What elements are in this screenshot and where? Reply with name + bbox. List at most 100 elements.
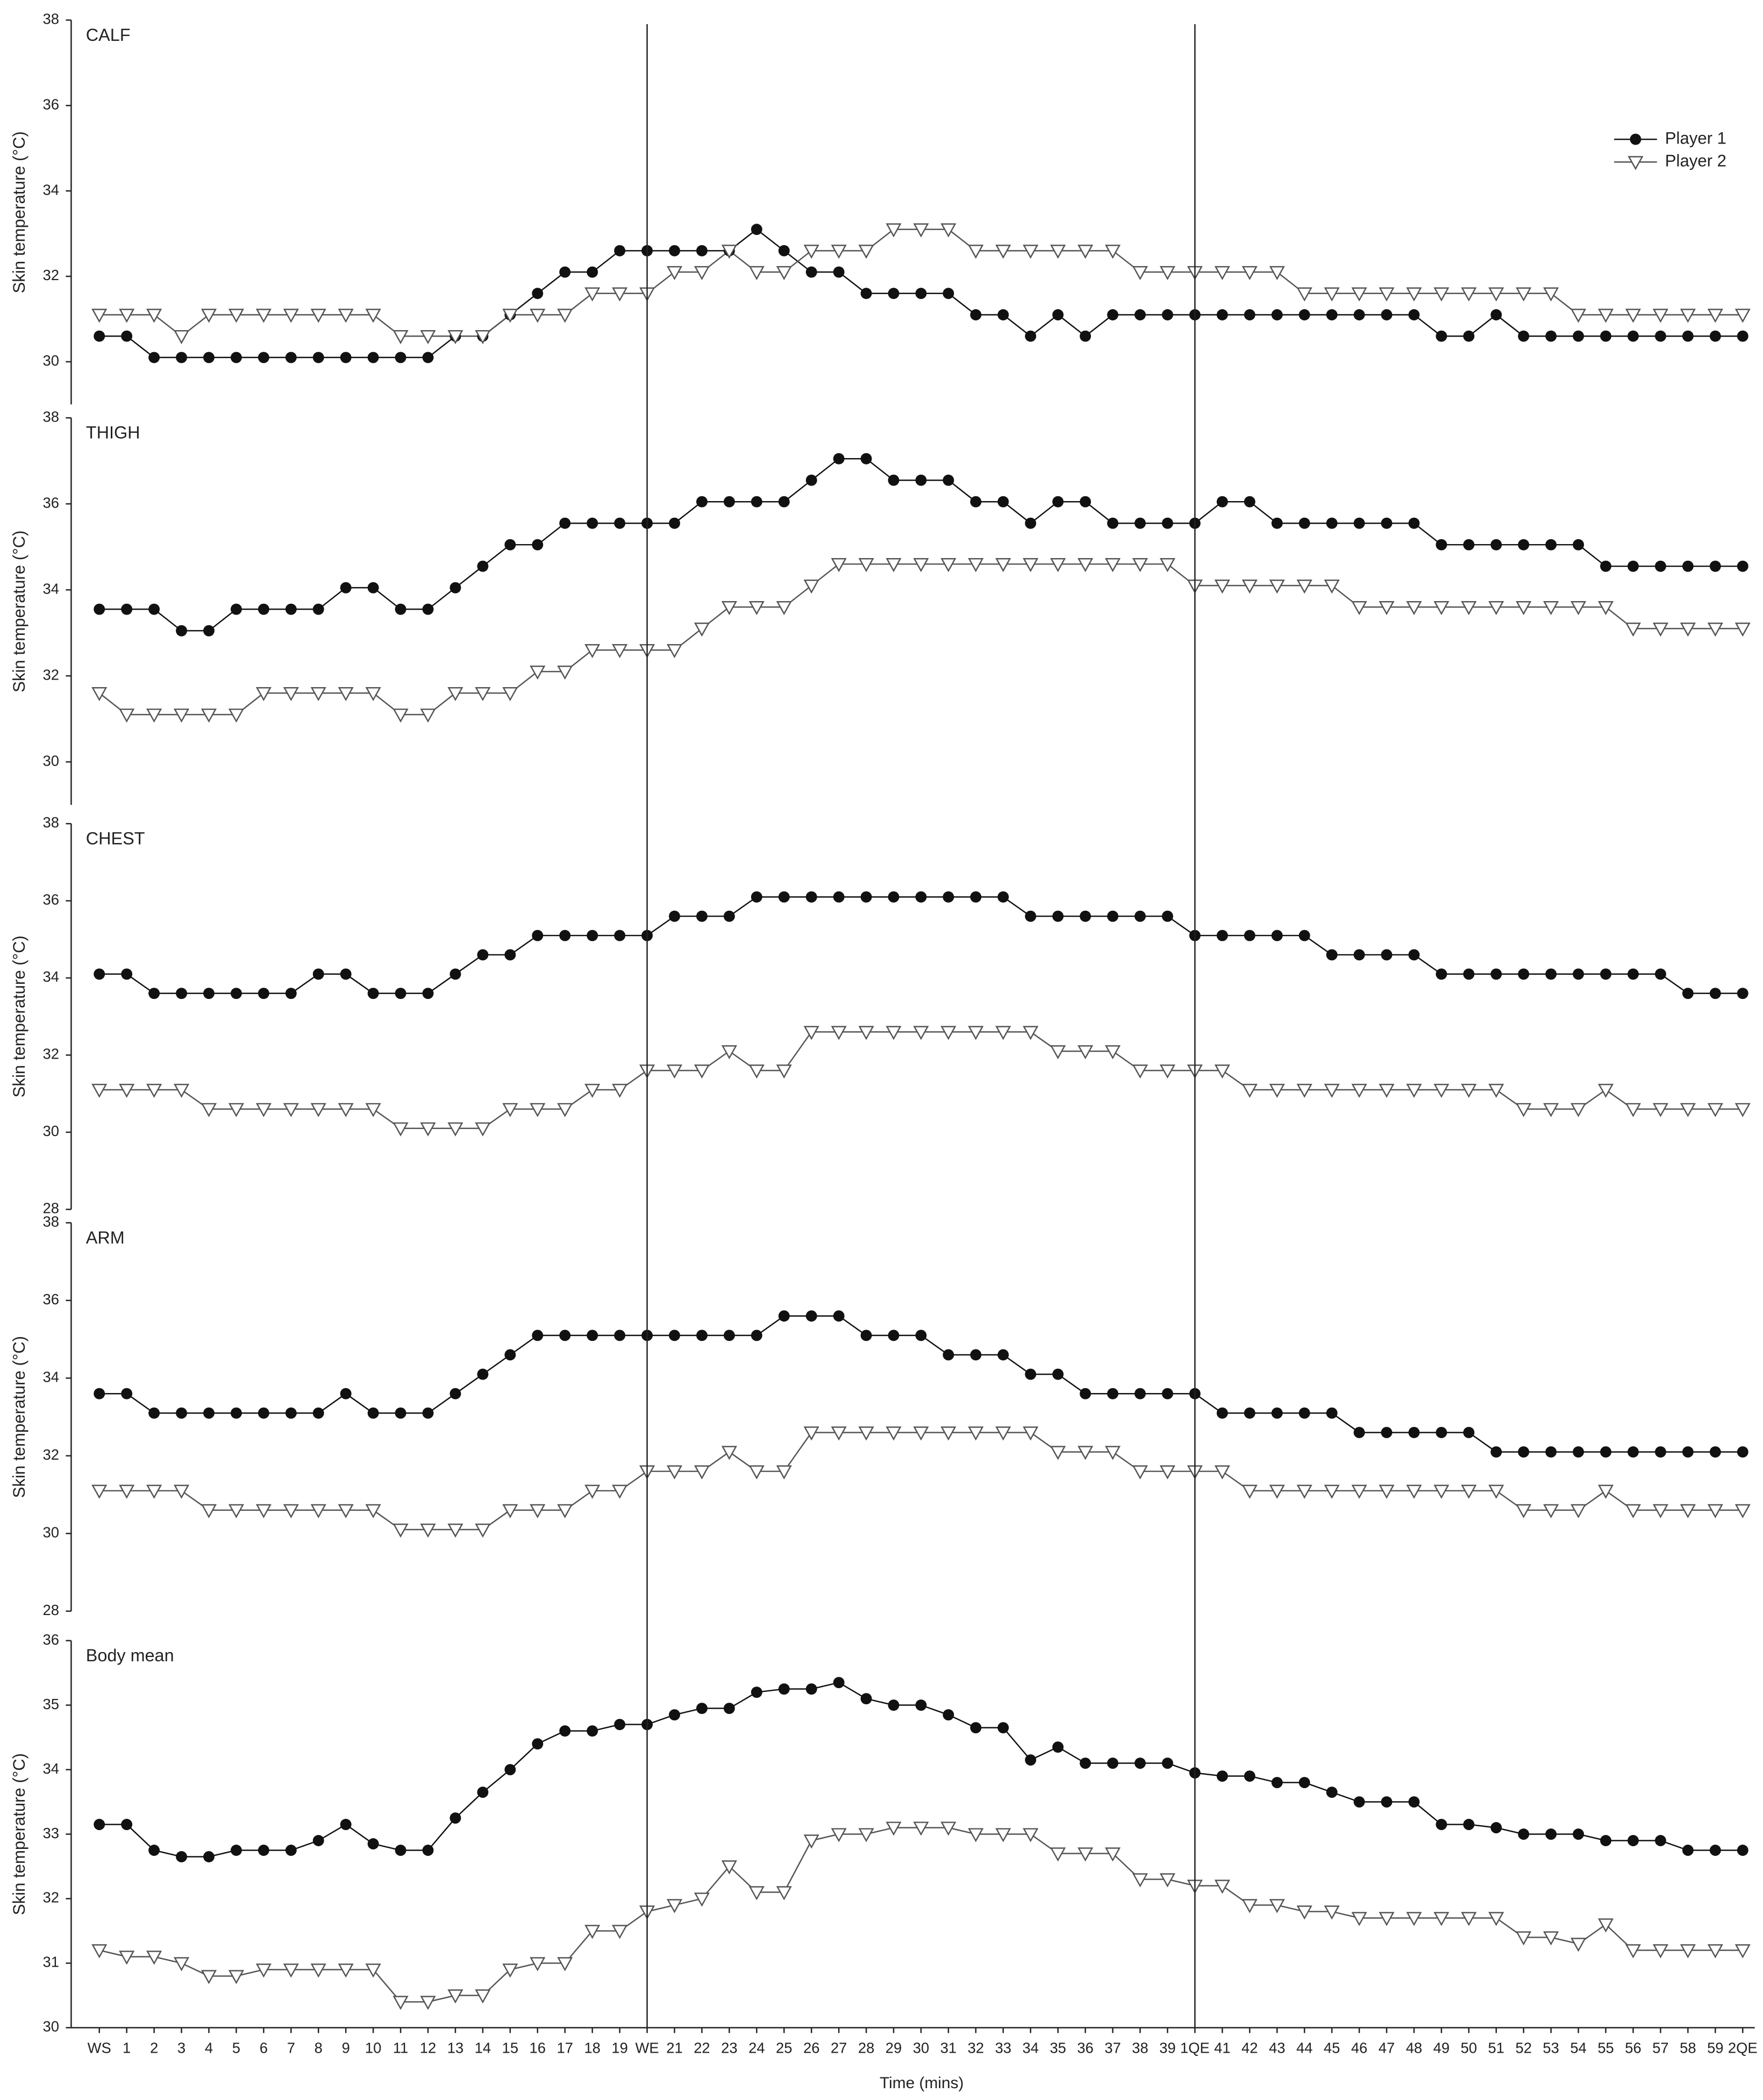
data-point <box>803 1834 819 1849</box>
data-point <box>970 496 982 508</box>
data-point <box>1597 1918 1614 1933</box>
x-tick-label: 9 <box>342 2040 350 2056</box>
y-tick-label: 32 <box>43 1889 59 1906</box>
data-point <box>1162 910 1173 922</box>
data-point <box>778 1683 790 1695</box>
data-point <box>1625 1944 1641 1959</box>
data-point <box>1353 1796 1365 1808</box>
data-point <box>340 968 352 980</box>
data-point <box>1052 1368 1064 1380</box>
data-point <box>1052 1741 1064 1753</box>
data-point <box>669 245 680 256</box>
data-point <box>1052 910 1064 922</box>
data-point <box>776 1064 792 1079</box>
data-point <box>1709 560 1721 572</box>
data-point <box>1737 330 1748 342</box>
y-tick-label: 38 <box>43 408 59 425</box>
data-point <box>173 1484 190 1499</box>
data-point <box>530 1957 546 1972</box>
data-point <box>669 1330 680 1341</box>
data-point <box>475 687 491 702</box>
data-point <box>392 1523 409 1538</box>
data-point <box>805 1683 817 1695</box>
y-tick-label: 36 <box>43 96 59 112</box>
data-point <box>1214 1064 1230 1079</box>
data-point <box>230 1845 242 1856</box>
data-point <box>995 245 1011 259</box>
data-point <box>1381 1796 1393 1808</box>
data-point <box>1571 1504 1587 1518</box>
data-point <box>201 309 217 323</box>
y-tick-label: 34 <box>43 968 59 985</box>
x-tick-label: 28 <box>858 2040 874 2056</box>
data-point <box>748 1465 765 1480</box>
data-point <box>395 1845 406 1856</box>
y-tick-label: 36 <box>43 1631 59 1648</box>
data-point <box>283 687 299 702</box>
data-point <box>1052 309 1064 320</box>
data-point <box>119 1951 135 1965</box>
x-tick-label: 26 <box>803 2040 819 2056</box>
data-point <box>395 988 406 999</box>
data-point <box>1408 1796 1420 1808</box>
data-point <box>1600 330 1612 342</box>
data-point <box>1652 309 1669 323</box>
legend-label: Player 2 <box>1665 152 1726 170</box>
data-point <box>258 1845 269 1856</box>
data-point <box>340 352 352 363</box>
data-point <box>1214 1465 1230 1480</box>
data-point <box>833 453 845 465</box>
data-point <box>888 1699 900 1711</box>
data-point <box>119 708 135 723</box>
data-point <box>748 601 765 616</box>
x-tick-label: 39 <box>1159 2040 1175 2056</box>
data-point <box>475 1523 491 1538</box>
data-point <box>1433 1083 1450 1098</box>
data-point <box>1216 930 1228 941</box>
data-point <box>148 1407 160 1419</box>
data-point <box>1408 1426 1420 1438</box>
data-point <box>1518 968 1530 980</box>
data-point <box>858 1828 874 1842</box>
data-point <box>1518 330 1530 342</box>
data-point <box>367 1407 379 1419</box>
data-point <box>860 288 872 299</box>
data-point <box>723 1703 735 1715</box>
data-point <box>255 687 272 702</box>
data-point <box>449 582 461 594</box>
data-point <box>612 644 628 659</box>
data-point <box>1735 309 1751 323</box>
data-point <box>1162 517 1173 529</box>
data-point <box>1682 560 1694 572</box>
x-tick-label: WE <box>635 2040 659 2056</box>
data-point <box>1353 309 1365 320</box>
data-point <box>559 1330 571 1341</box>
data-point <box>1050 1847 1066 1862</box>
data-point <box>146 309 162 323</box>
data-point <box>338 687 354 702</box>
data-point <box>502 1504 518 1518</box>
data-point <box>860 891 872 903</box>
data-point <box>1737 1446 1748 1458</box>
data-point <box>968 1426 984 1441</box>
data-point <box>587 517 598 529</box>
y-tick-label: 30 <box>43 1123 59 1139</box>
data-point <box>477 949 489 961</box>
data-point <box>1707 622 1723 637</box>
data-point <box>1597 309 1614 323</box>
data-point <box>1573 1828 1584 1840</box>
data-point <box>803 579 819 594</box>
data-point <box>584 644 601 659</box>
data-point <box>614 1330 626 1341</box>
data-point <box>420 330 436 345</box>
x-tick-label: 42 <box>1241 2040 1258 2056</box>
data-point <box>1326 949 1338 961</box>
x-tick-label: 58 <box>1680 2040 1696 2056</box>
data-point <box>1433 601 1450 616</box>
x-tick-label: 8 <box>315 2040 323 2056</box>
data-point <box>1490 1822 1502 1833</box>
data-point <box>283 1504 299 1518</box>
data-point <box>1353 949 1365 961</box>
data-point <box>1105 558 1121 573</box>
